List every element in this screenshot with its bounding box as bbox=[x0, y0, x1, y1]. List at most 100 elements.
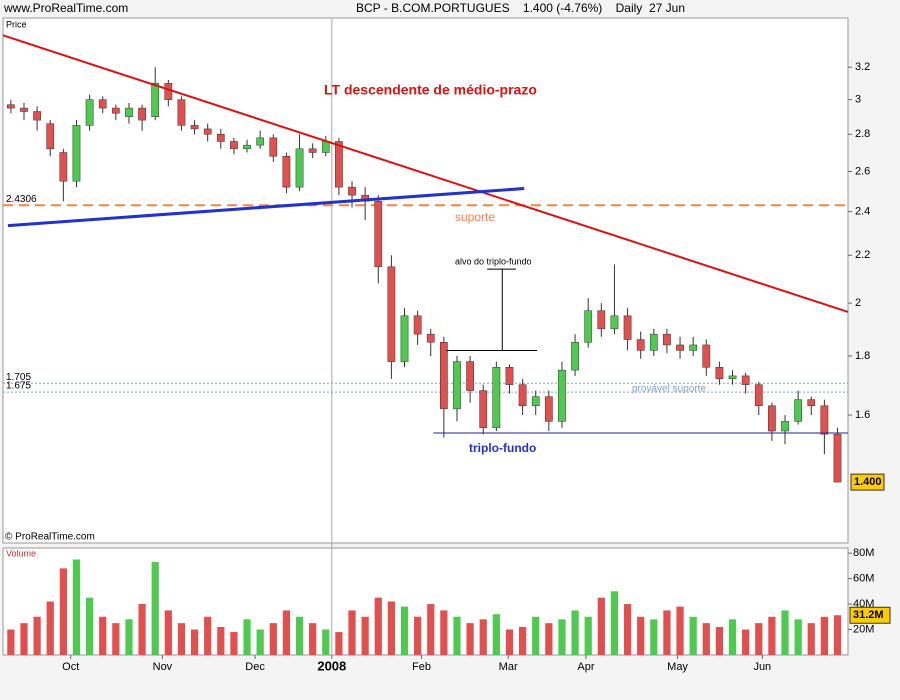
volume-bar bbox=[335, 632, 343, 655]
candle-body bbox=[728, 375, 737, 380]
candle-body bbox=[216, 134, 225, 142]
level-label: 1.705 bbox=[6, 372, 31, 383]
price-panel bbox=[2, 17, 849, 544]
last-volume-label: 31.2M bbox=[853, 609, 884, 621]
last-volume-box bbox=[849, 606, 891, 624]
volume-bar bbox=[623, 604, 632, 655]
candle-body bbox=[400, 315, 409, 362]
candle-body bbox=[558, 369, 566, 422]
volume-bar bbox=[833, 615, 842, 655]
candle-body bbox=[413, 315, 422, 335]
y-tick-label: 60M bbox=[853, 572, 874, 584]
candle-body bbox=[649, 333, 658, 351]
candle-body bbox=[321, 141, 330, 153]
candle-body bbox=[807, 399, 816, 407]
candle-body bbox=[715, 367, 724, 380]
y-tick-label: 3 bbox=[855, 94, 861, 106]
volume-bar bbox=[125, 619, 133, 655]
volume-bar bbox=[85, 597, 94, 655]
candle-body bbox=[46, 123, 55, 150]
candle-body bbox=[85, 99, 94, 126]
candle-body bbox=[203, 128, 212, 135]
x-tick-label: May bbox=[667, 661, 688, 673]
y-tick-label: 2.8 bbox=[855, 128, 870, 140]
volume-bar bbox=[466, 623, 474, 655]
candle-body bbox=[295, 148, 304, 188]
candle-body bbox=[282, 155, 291, 188]
volume-bar bbox=[190, 629, 199, 655]
candle-body bbox=[243, 144, 251, 150]
candle-body bbox=[479, 390, 488, 429]
volume-bar bbox=[361, 616, 369, 655]
volume-bar bbox=[558, 619, 566, 655]
volume-bar bbox=[282, 610, 291, 655]
candle-body bbox=[689, 344, 698, 351]
volume-bar bbox=[138, 604, 146, 655]
level-label: 2.4306 bbox=[6, 194, 37, 205]
candle-body bbox=[256, 137, 265, 146]
candle-body bbox=[623, 315, 632, 340]
volume-bar bbox=[59, 568, 67, 655]
volume-bar bbox=[742, 629, 750, 655]
candle-body bbox=[374, 201, 383, 268]
candle-body bbox=[335, 141, 343, 188]
candle-body bbox=[230, 141, 238, 150]
volume-bar bbox=[374, 597, 382, 655]
candle-body bbox=[741, 375, 750, 385]
volume-bar bbox=[414, 616, 422, 655]
volume-bar bbox=[650, 619, 658, 655]
candle-body bbox=[466, 361, 474, 391]
volume-bar bbox=[518, 626, 527, 655]
volume-bar bbox=[584, 616, 592, 655]
y-label: Price bbox=[6, 19, 27, 29]
annotation: suporte bbox=[455, 210, 495, 224]
candle-body bbox=[531, 396, 540, 407]
volume-bar bbox=[295, 616, 304, 655]
candle-body bbox=[269, 137, 278, 157]
volume-bar bbox=[400, 606, 409, 655]
volume-bar bbox=[177, 623, 186, 655]
volume-bar bbox=[230, 632, 238, 655]
y-tick-label: 80M bbox=[853, 547, 874, 559]
candle-body bbox=[20, 107, 28, 112]
candle-body bbox=[7, 104, 15, 109]
y-tick-label: 2.4 bbox=[855, 206, 870, 218]
x-tick-label: Apr bbox=[577, 661, 594, 673]
candle-body bbox=[125, 107, 133, 117]
volume-bar bbox=[689, 616, 697, 655]
volume-bar bbox=[505, 629, 514, 655]
volume-bar bbox=[807, 623, 815, 655]
last-price-box bbox=[850, 473, 885, 491]
candle-body bbox=[492, 367, 501, 429]
volume-bar bbox=[492, 614, 500, 655]
candle-body bbox=[781, 421, 789, 432]
x-tick-label: Jun bbox=[753, 661, 771, 673]
y-tick-label: 2 bbox=[855, 297, 861, 309]
volume-bar bbox=[309, 623, 317, 655]
y-tick-label: 3.2 bbox=[855, 61, 870, 73]
volume-bar bbox=[204, 616, 212, 655]
candle-body bbox=[544, 396, 553, 422]
volume-bar bbox=[72, 559, 81, 655]
volume-bar bbox=[453, 616, 461, 655]
last-price-label: 1.400 bbox=[854, 476, 882, 488]
x-tick-label: Feb bbox=[412, 661, 431, 673]
candle-body bbox=[151, 82, 160, 117]
candle-body bbox=[59, 152, 68, 182]
trend-line bbox=[2, 34, 849, 313]
volume-bar bbox=[532, 616, 540, 655]
volume-bar bbox=[164, 610, 172, 655]
candle-body bbox=[72, 125, 81, 182]
chart-title: BCP - B.COM.PORTUGUES 1.400 (-4.76%) Dai… bbox=[356, 1, 685, 15]
candle-body bbox=[754, 384, 763, 407]
x-tick-label: Nov bbox=[153, 661, 173, 673]
volume-bar bbox=[151, 562, 159, 655]
volume-bar bbox=[217, 626, 225, 655]
y-tick-label: 2.2 bbox=[855, 249, 870, 261]
volume-bar bbox=[545, 623, 553, 655]
y-label: Volume bbox=[6, 548, 36, 558]
candle-body bbox=[33, 111, 41, 121]
candle-body bbox=[387, 266, 396, 362]
volume-bar bbox=[348, 610, 356, 655]
annotation: triplo-fundo bbox=[469, 441, 536, 455]
